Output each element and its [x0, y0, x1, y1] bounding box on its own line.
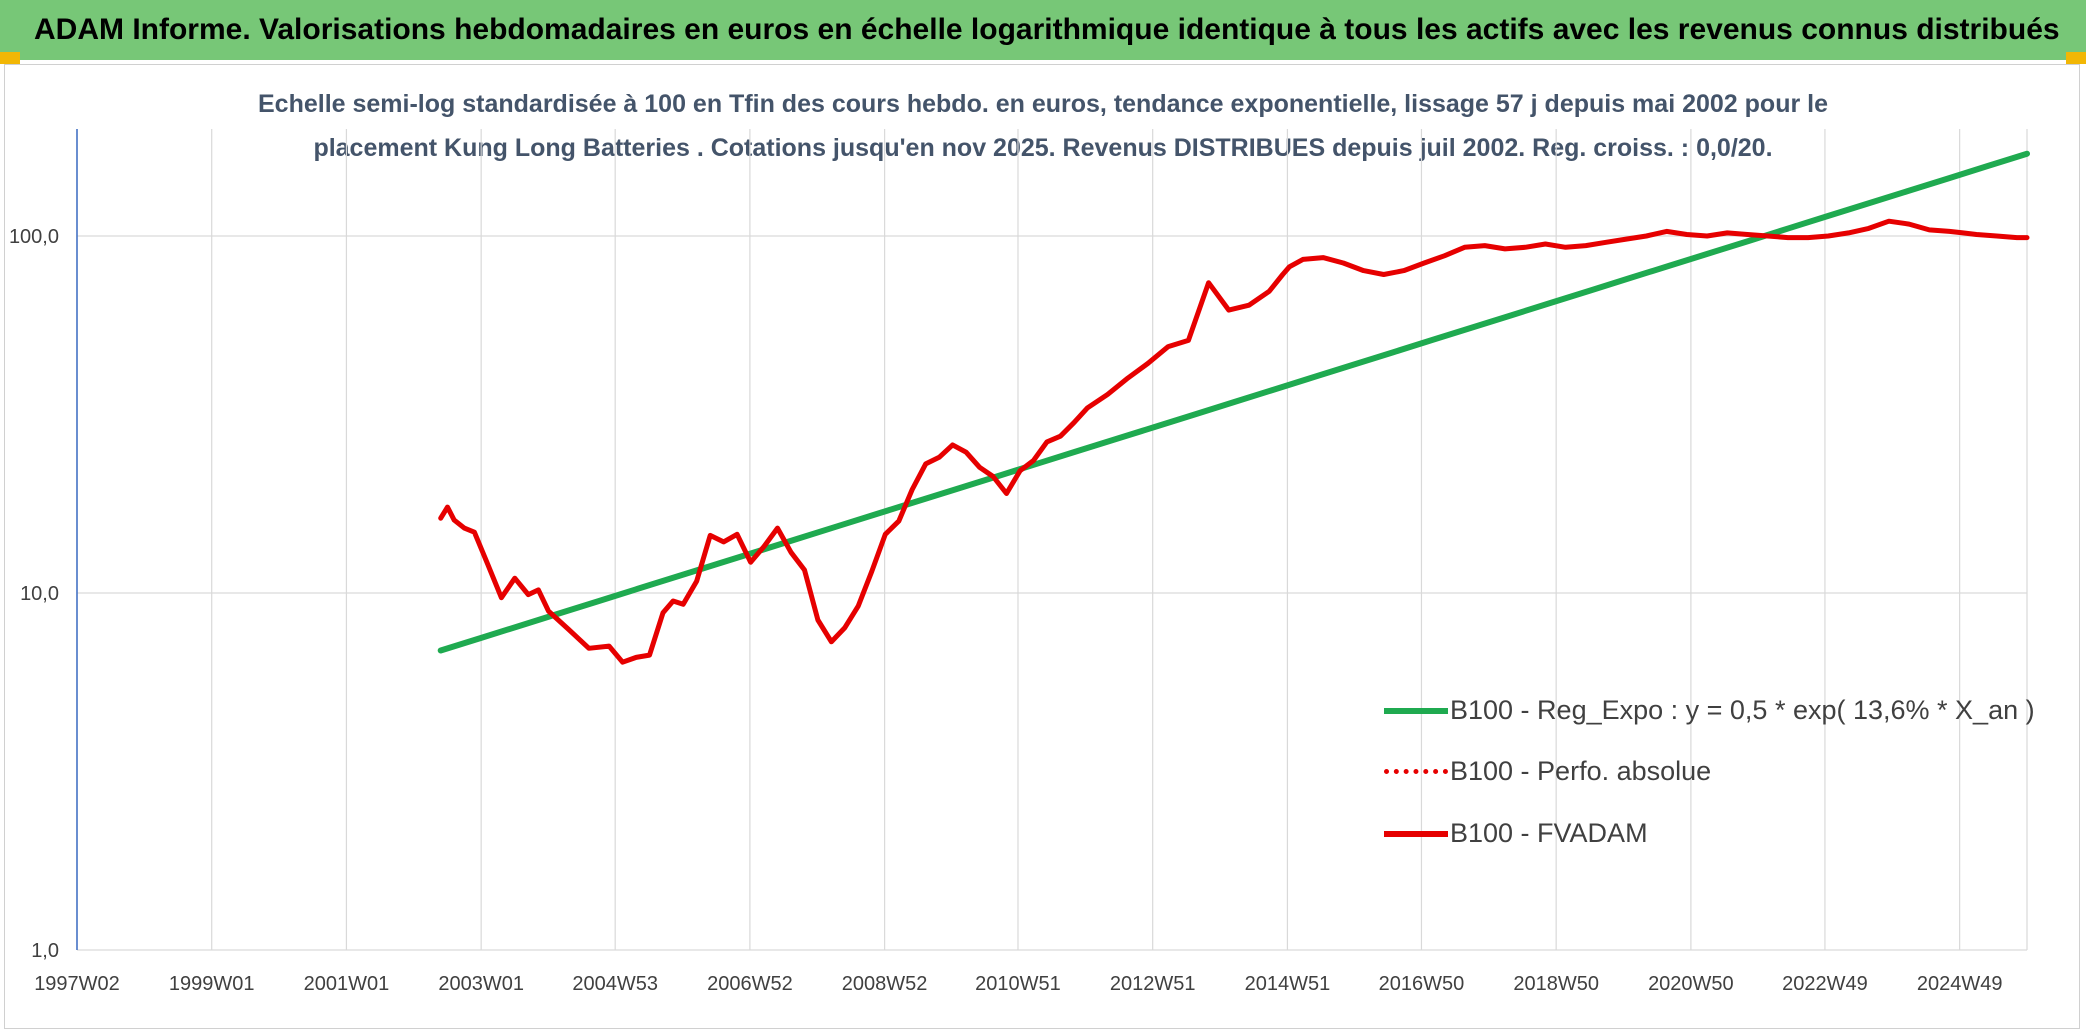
legend-label-trend: B100 - Reg_Expo : y = 0,5 * exp( 13,6% *… [1450, 695, 2035, 725]
y-tick-label: 1,0 [31, 940, 59, 962]
x-tick-label: 2010W51 [975, 973, 1061, 995]
corner-marker-top-left [0, 52, 20, 64]
x-tick-label: 2022W49 [1782, 973, 1868, 995]
x-tick-label: 2024W49 [1917, 973, 2003, 995]
page-title: ADAM Informe. Valorisations hebdomadaire… [34, 13, 2060, 46]
trend-line [437, 150, 2030, 654]
x-tick-label: 2003W01 [438, 973, 524, 995]
x-tick-label: 2018W50 [1513, 973, 1599, 995]
y-tick-label: 100,0 [9, 226, 59, 248]
fvadam-line [438, 218, 2030, 665]
x-tick-label: 2004W53 [572, 973, 658, 995]
corner-marker-top-right [2066, 52, 2086, 64]
header-bar: ADAM Informe. Valorisations hebdomadaire… [0, 0, 2086, 60]
chart-frame [4, 64, 2080, 1029]
chart-title-line-2: placement Kung Long Batteries . Cotation… [313, 134, 1773, 162]
x-tick-label: 2012W51 [1110, 973, 1196, 995]
x-tick-label: 2020W50 [1648, 973, 1734, 995]
x-tick-label: 2008W52 [842, 973, 928, 995]
legend-label-fvadam: B100 - FVADAM [1450, 818, 1648, 848]
legend-swatch-trend [1384, 708, 1448, 714]
x-tick-label: 2001W01 [304, 973, 390, 995]
x-tick-label: 1997W02 [34, 973, 120, 995]
legend-label-perfo: B100 - Perfo. absolue [1450, 756, 1712, 786]
x-tick-label: 2014W51 [1245, 973, 1331, 995]
x-tick-label: 2006W52 [707, 973, 793, 995]
legend-swatch-fvadam [1384, 831, 1448, 837]
x-tick-label: 1999W01 [169, 973, 255, 995]
chart-title-line-1: Echelle semi-log standardisée à 100 en T… [258, 90, 1828, 118]
y-tick-label: 10,0 [20, 583, 59, 605]
x-tick-label: 2016W50 [1379, 973, 1465, 995]
legend-swatch-perfo [1384, 769, 1448, 774]
